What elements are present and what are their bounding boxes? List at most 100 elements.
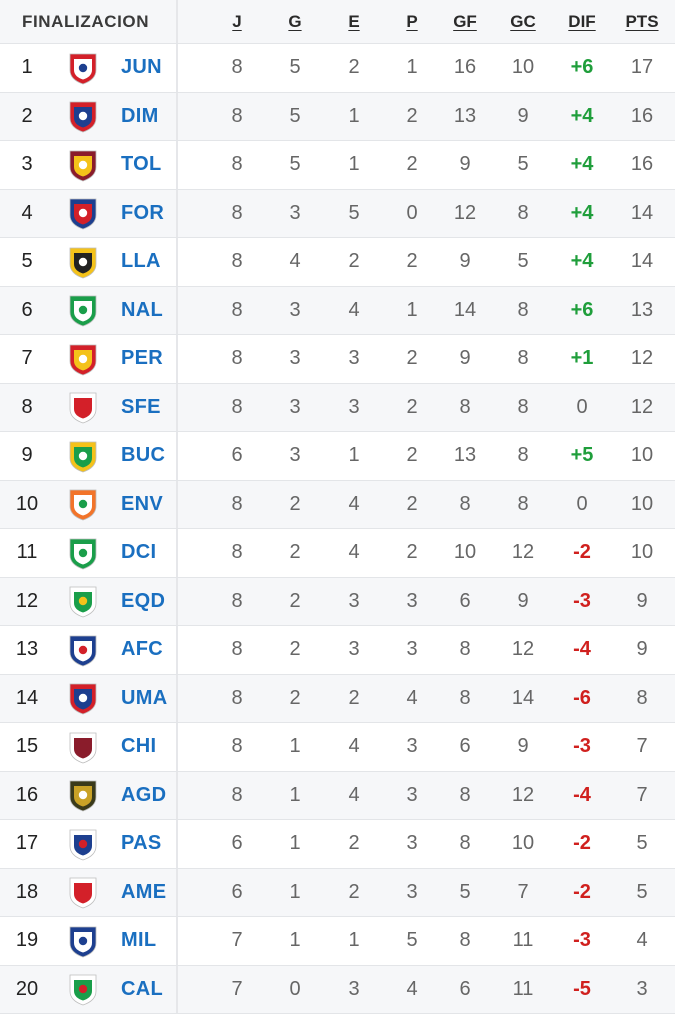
table-row[interactable]: 3 TOL 8 5 1 2 9 5 +4 16	[0, 141, 675, 190]
stat-pts: 7	[636, 735, 648, 758]
col-header-j-label: J	[232, 11, 242, 31]
table-row[interactable]: 19 MIL 7 1 1 5 8 11 -3 4	[0, 917, 675, 966]
team-abbreviation-link[interactable]: AFC	[121, 638, 164, 661]
stat-j: 8	[231, 395, 243, 418]
team-abbreviation-link[interactable]: BUC	[121, 444, 166, 467]
team-abbreviation-link[interactable]: EQD	[121, 589, 166, 612]
table-row[interactable]: 10 ENV 8 2 4 2 8 8 0 10	[0, 480, 675, 529]
position: 18	[15, 880, 39, 903]
team-cell: 10 ENV	[0, 480, 178, 528]
stat-p: 3	[406, 638, 418, 661]
stat-pts: 12	[630, 347, 654, 370]
col-header-p[interactable]: P	[387, 0, 437, 43]
stat-p: 2	[406, 347, 418, 370]
deportivo-cali-crest-icon	[66, 536, 100, 570]
table-row[interactable]: 7 PER 8 3 3 2 9 8 +1 12	[0, 335, 675, 384]
stat-gc: 11	[512, 977, 534, 1000]
table-row[interactable]: 15 CHI 8 1 4 3 6 9 -3 7	[0, 723, 675, 772]
team-abbreviation-link[interactable]: DCI	[121, 541, 157, 564]
stat-pts: 5	[636, 880, 648, 903]
stat-g: 3	[289, 395, 301, 418]
stat-pts: 12	[630, 395, 654, 418]
stat-gc: 8	[517, 347, 529, 370]
col-header-g[interactable]: G	[270, 0, 320, 43]
team-abbreviation-link[interactable]: AME	[121, 880, 167, 903]
stat-gf: 14	[453, 298, 477, 321]
team-abbreviation-link[interactable]: PER	[121, 347, 164, 370]
team-abbreviation-link[interactable]: SFE	[121, 395, 161, 418]
table-row[interactable]: 18 AME 6 1 2 3 5 7 -2 5	[0, 868, 675, 917]
millonarios-crest-icon	[66, 924, 100, 958]
table-row[interactable]: 13 AFC 8 2 3 3 8 12 -4 9	[0, 626, 675, 675]
stat-j: 8	[231, 250, 243, 273]
position: 6	[21, 298, 33, 321]
stat-pts: 8	[636, 686, 648, 709]
position: 9	[21, 444, 33, 467]
stat-e: 3	[348, 977, 360, 1000]
stat-g: 1	[289, 929, 301, 952]
col-header-e[interactable]: E	[329, 0, 379, 43]
stat-j: 6	[231, 444, 243, 467]
stat-gf: 6	[459, 735, 471, 758]
nacional-crest-icon	[66, 293, 100, 327]
team-abbreviation-link[interactable]: CAL	[121, 977, 164, 1000]
team-cell: 17 PAS	[0, 820, 178, 868]
stat-pts: 10	[630, 492, 654, 515]
team-abbreviation-link[interactable]: DIM	[121, 104, 159, 127]
table-row[interactable]: 8 SFE 8 3 3 2 8 8 0 12	[0, 383, 675, 432]
table-row[interactable]: 5 LLA 8 4 2 2 9 5 +4 14	[0, 238, 675, 287]
table-row[interactable]: 20 CAL 7 0 3 4 6 11 -5 3	[0, 965, 675, 1014]
stat-gc: 7	[517, 880, 529, 903]
table-row[interactable]: 12 EQD 8 2 3 3 6 9 -3 9	[0, 577, 675, 626]
stat-gf: 9	[459, 153, 471, 176]
stat-p: 0	[406, 201, 418, 224]
table-row[interactable]: 14 UMA 8 2 2 4 8 14 -6 8	[0, 674, 675, 723]
stat-e: 1	[348, 104, 360, 127]
stat-dif: +5	[570, 444, 594, 467]
team-abbreviation-link[interactable]: MIL	[121, 929, 157, 952]
table-row[interactable]: 6 NAL 8 3 4 1 14 8 +6 13	[0, 286, 675, 335]
stat-g: 3	[289, 347, 301, 370]
stat-pts: 10	[630, 541, 654, 564]
team-abbreviation-link[interactable]: AGD	[121, 783, 167, 806]
table-row[interactable]: 2 DIM 8 5 1 2 13 9 +4 16	[0, 92, 675, 141]
col-header-dif[interactable]: DIF	[554, 0, 610, 43]
junior-crest-icon	[66, 51, 100, 85]
table-row[interactable]: 11 DCI 8 2 4 2 10 12 -2 10	[0, 529, 675, 578]
team-abbreviation-link[interactable]: JUN	[121, 56, 162, 79]
stat-g: 2	[289, 589, 301, 612]
table-row[interactable]: 16 AGD 8 1 4 3 8 12 -4 7	[0, 771, 675, 820]
col-header-pts[interactable]: PTS	[614, 0, 670, 43]
stat-g: 3	[289, 201, 301, 224]
stat-j: 6	[231, 880, 243, 903]
table-row[interactable]: 9 BUC 6 3 1 2 13 8 +5 10	[0, 432, 675, 481]
stat-j: 7	[231, 929, 243, 952]
table-row[interactable]: 4 FOR 8 3 5 0 12 8 +4 14	[0, 189, 675, 238]
team-abbreviation-link[interactable]: FOR	[121, 201, 165, 224]
stat-g: 1	[289, 880, 301, 903]
team-abbreviation-link[interactable]: TOL	[121, 153, 162, 176]
stat-e: 3	[348, 638, 360, 661]
team-abbreviation-link[interactable]: LLA	[121, 250, 161, 273]
team-abbreviation-link[interactable]: NAL	[121, 298, 164, 321]
table-row[interactable]: 17 PAS 6 1 2 3 8 10 -2 5	[0, 820, 675, 869]
team-abbreviation-link[interactable]: UMA	[121, 686, 168, 709]
team-abbreviation-link[interactable]: ENV	[121, 492, 164, 515]
col-header-j[interactable]: J	[212, 0, 262, 43]
col-header-gc[interactable]: GC	[496, 0, 550, 43]
stat-gc: 9	[517, 735, 529, 758]
stat-g: 3	[289, 444, 301, 467]
stat-dif: -2	[573, 880, 591, 903]
table-row[interactable]: 1 JUN 8 5 2 1 16 10 +6 17	[0, 44, 675, 93]
team-abbreviation-link[interactable]: CHI	[121, 735, 157, 758]
stat-gf: 10	[453, 541, 477, 564]
tolima-crest-icon	[66, 148, 100, 182]
team-cell: 18 AME	[0, 868, 178, 916]
stat-pts: 16	[630, 104, 654, 127]
stat-j: 6	[231, 832, 243, 855]
team-abbreviation-link[interactable]: PAS	[121, 832, 162, 855]
stat-gc: 8	[517, 444, 529, 467]
col-header-gf[interactable]: GF	[438, 0, 492, 43]
table-title: FINALIZACION	[22, 11, 150, 31]
